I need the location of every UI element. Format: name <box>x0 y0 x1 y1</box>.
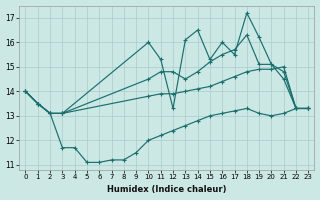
X-axis label: Humidex (Indice chaleur): Humidex (Indice chaleur) <box>107 185 227 194</box>
